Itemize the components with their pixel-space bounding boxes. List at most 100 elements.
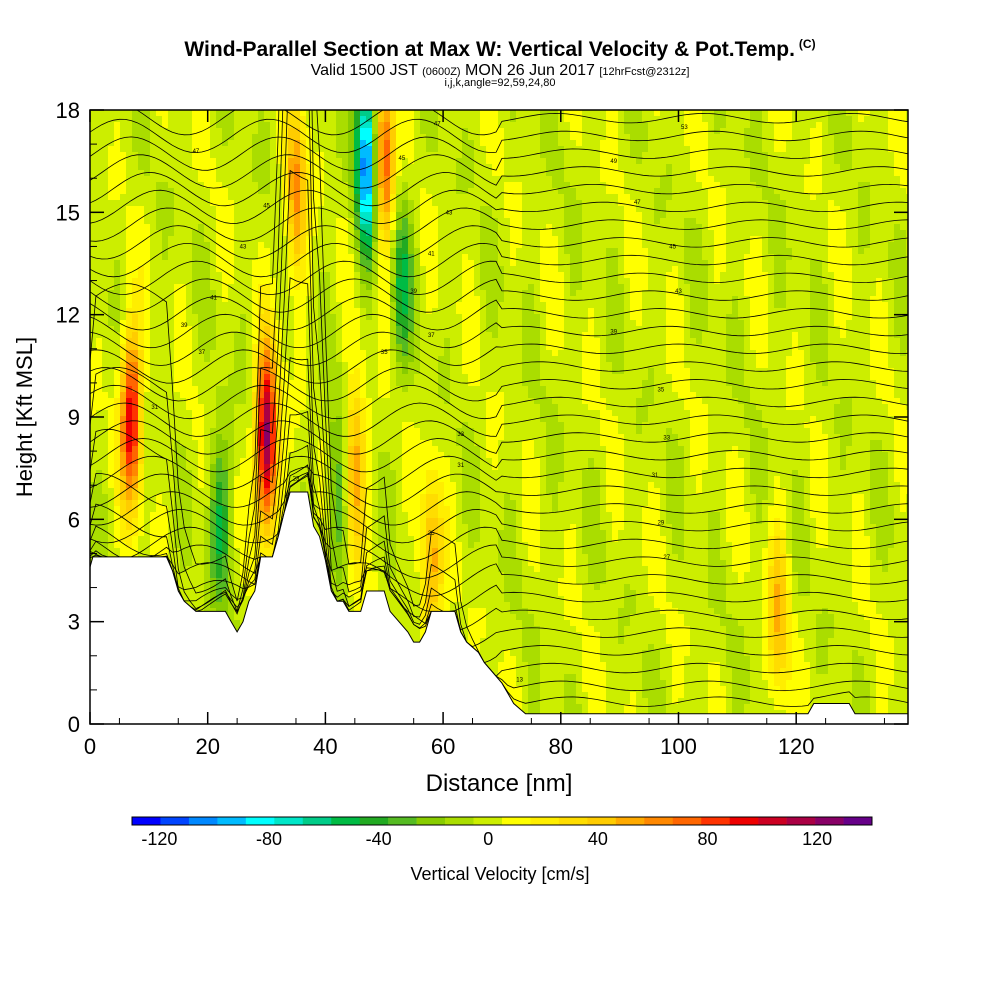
velocity-cell (318, 524, 325, 531)
velocity-cell (168, 182, 175, 189)
velocity-cell (378, 302, 385, 309)
velocity-cell (294, 242, 301, 249)
velocity-cell (348, 206, 355, 213)
velocity-cell (336, 560, 343, 567)
velocity-cell (162, 368, 169, 375)
velocity-cell (120, 176, 127, 183)
velocity-cell (336, 404, 343, 411)
velocity-cell (336, 512, 343, 519)
velocity-cell (312, 524, 319, 531)
velocity-cell (210, 530, 217, 537)
velocity-cell (324, 422, 331, 429)
velocity-cell (150, 368, 157, 375)
velocity-cell (252, 134, 259, 141)
velocity-cell (264, 470, 271, 477)
velocity-cell (342, 494, 349, 501)
velocity-cell (120, 206, 127, 213)
velocity-cell (180, 578, 187, 585)
velocity-cell (348, 362, 355, 369)
velocity-cell (348, 290, 355, 297)
velocity-cell (276, 188, 283, 195)
velocity-cell (330, 152, 337, 159)
velocity-cell (318, 476, 325, 483)
velocity-cell (192, 392, 199, 399)
velocity-cell (102, 536, 109, 543)
velocity-cell (102, 506, 109, 513)
velocity-cell (132, 260, 139, 267)
velocity-cell (276, 116, 283, 123)
velocity-cell (216, 590, 223, 597)
velocity-cell (192, 176, 199, 183)
velocity-cell (210, 452, 217, 459)
velocity-cell (216, 350, 223, 357)
velocity-cell (372, 584, 379, 591)
velocity-cell (192, 236, 199, 243)
velocity-cell (330, 248, 337, 255)
velocity-cell (150, 332, 157, 339)
velocity-cell (282, 122, 289, 129)
velocity-cell (210, 290, 217, 297)
velocity-cell (216, 272, 223, 279)
velocity-cell (126, 176, 133, 183)
velocity-cell (330, 380, 337, 387)
velocity-cell (264, 392, 271, 399)
velocity-cell (162, 506, 169, 513)
velocity-cell (276, 458, 283, 465)
velocity-cell (294, 224, 301, 231)
velocity-cell (318, 224, 325, 231)
velocity-cell (258, 224, 265, 231)
velocity-cell (174, 332, 181, 339)
velocity-cell (186, 332, 193, 339)
velocity-cell (282, 440, 289, 447)
velocity-cell (174, 542, 181, 549)
velocity-cell (312, 308, 319, 315)
velocity-cell (282, 410, 289, 417)
velocity-cell (234, 434, 241, 441)
velocity-cell (132, 494, 139, 501)
velocity-cell (366, 476, 373, 483)
velocity-cell (192, 404, 199, 411)
velocity-cell (240, 458, 247, 465)
velocity-cell (210, 470, 217, 477)
velocity-cell (156, 518, 163, 525)
velocity-cell (306, 248, 313, 255)
velocity-cell (168, 134, 175, 141)
velocity-cell (348, 440, 355, 447)
velocity-cell (120, 230, 127, 237)
velocity-cell (156, 266, 163, 273)
velocity-cell (252, 254, 259, 261)
velocity-cell (132, 200, 139, 207)
velocity-cell (246, 134, 253, 141)
velocity-cell (174, 572, 181, 579)
velocity-cell (222, 542, 229, 549)
velocity-cell (330, 158, 337, 165)
velocity-cell (246, 206, 253, 213)
velocity-cell (192, 350, 199, 357)
velocity-cell (336, 272, 343, 279)
velocity-cell (96, 170, 103, 177)
velocity-cell (240, 572, 247, 579)
velocity-cell (330, 440, 337, 447)
velocity-cell (270, 152, 277, 159)
velocity-cell (234, 110, 241, 117)
velocity-cell (306, 200, 313, 207)
velocity-cell (192, 290, 199, 297)
velocity-cell (258, 134, 265, 141)
velocity-cell (120, 260, 127, 267)
velocity-cell (348, 524, 355, 531)
velocity-cell (354, 434, 361, 441)
velocity-cell (126, 512, 133, 519)
velocity-cell (150, 374, 157, 381)
velocity-cell (168, 254, 175, 261)
velocity-cell (192, 506, 199, 513)
velocity-cell (192, 242, 199, 249)
valid-time: Valid 1500 JST (310, 62, 418, 79)
velocity-cell (372, 578, 379, 585)
velocity-cell (294, 176, 301, 183)
velocity-cell (258, 440, 265, 447)
velocity-cell (222, 254, 229, 261)
velocity-cell (228, 374, 235, 381)
velocity-cell (156, 308, 163, 315)
velocity-cell (186, 476, 193, 483)
velocity-cell (252, 482, 259, 489)
